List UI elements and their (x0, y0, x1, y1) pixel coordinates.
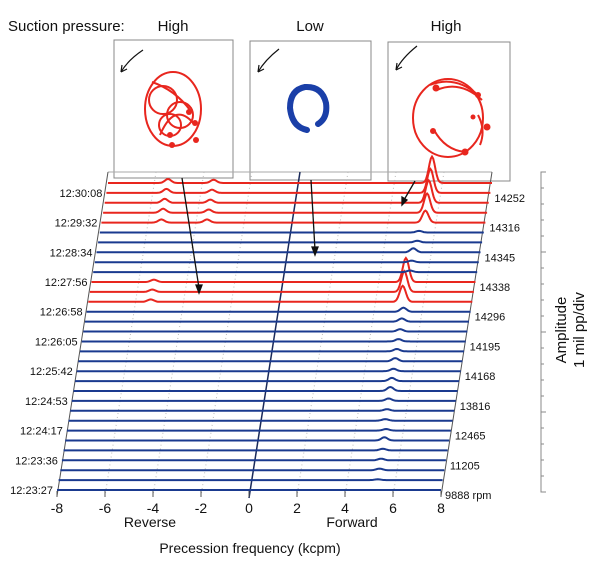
zero-frequency-line (248, 171, 301, 499)
trace-low-suction (96, 247, 481, 254)
trace-high-suction (89, 269, 474, 293)
trace-low-suction (63, 447, 448, 452)
callout-arrows (181, 177, 416, 295)
trace-low-suction (98, 239, 483, 244)
x-tick-label: 0 (245, 500, 253, 516)
x-tick-label: -6 (99, 500, 112, 516)
timestamp-label: 12:26:58 (40, 307, 83, 319)
grid-line (104, 171, 157, 497)
timestamp-label: 12:26:05 (35, 336, 78, 348)
trace-low-suction (99, 229, 484, 234)
trace-high-suction (108, 154, 492, 184)
x-tick-label: -8 (51, 500, 64, 516)
grid-line (296, 171, 349, 497)
suction-pressure-label: Suction pressure: (8, 18, 125, 35)
trace-low-suction (75, 376, 460, 383)
trace-low-suction (71, 397, 456, 402)
x-axis-title: Precession frequency (kcpm) (159, 540, 340, 556)
forward-label: Forward (326, 514, 377, 530)
orbit-inset-1 (113, 39, 234, 179)
trace-low-suction (61, 457, 446, 462)
trace-high-suction (106, 167, 491, 194)
reverse-label: Reverse (124, 514, 176, 530)
rpm-label: 14345 (484, 252, 515, 264)
trace-low-suction (73, 385, 458, 392)
trace-high-suction (103, 191, 488, 214)
condition-label-1: High (158, 18, 189, 35)
timestamp-label: 12:30:08 (60, 188, 103, 200)
trace-high-suction (101, 209, 486, 224)
trace-low-suction (81, 338, 466, 343)
timestamp-label: 12:23:36 (15, 455, 58, 467)
trace-high-suction (91, 256, 476, 283)
rpm-label: 14316 (489, 223, 520, 235)
trace-low-suction (94, 259, 479, 264)
frame-right (440, 171, 493, 497)
rpm-label: 9888 rpm (445, 490, 491, 502)
timestamp-label: 12:24:17 (20, 426, 63, 438)
trace-low-suction (76, 367, 461, 373)
orbit-inset-3 (387, 41, 511, 182)
amplitude-scale (540, 171, 546, 493)
rpm-label: 11205 (450, 460, 480, 472)
rpm-label: 14195 (470, 341, 501, 353)
timestamp-label: 12:27:56 (45, 277, 88, 289)
timestamp-label: 12:29:32 (55, 218, 98, 230)
y-axis-title-1: Amplitude (553, 297, 570, 364)
rpm-label: 14168 (465, 371, 496, 383)
rpm-label: 14338 (480, 282, 511, 294)
rotation-arrow-icon (395, 45, 418, 71)
trace-low-suction (86, 306, 471, 313)
rpm-label: 12465 (455, 431, 486, 443)
timestamp-label: 12:25:42 (30, 366, 73, 378)
trace-low-suction (78, 357, 463, 363)
frame-left (56, 171, 109, 497)
y-axis-title-2: 1 mil pp/div (571, 292, 588, 368)
x-tick-label: 6 (389, 500, 397, 516)
x-tick-label: 4 (341, 500, 349, 516)
timestamp-label: 12:28:34 (50, 247, 93, 259)
trace-low-suction (58, 478, 443, 482)
trace-low-suction (93, 269, 478, 274)
trace-low-suction (85, 317, 469, 323)
x-tick-label: -2 (195, 500, 208, 516)
trace-low-suction (68, 418, 453, 422)
trace-low-suction (70, 408, 455, 412)
grid-line (344, 171, 397, 497)
condition-label-2: Low (296, 18, 324, 35)
rpm-label: 14252 (494, 193, 525, 205)
rpm-label: 14296 (475, 312, 506, 324)
trace-low-suction (83, 328, 468, 333)
orbit-inset-2 (249, 40, 372, 181)
plot-area: -8 -6 -4 -2 0 2 4 6 8 12:23:27 9888 rpm 12:23:36 112… (10, 154, 525, 516)
x-tick-label: 2 (293, 500, 301, 516)
condition-label-3: High (431, 18, 462, 35)
trace-high-suction (104, 178, 489, 204)
x-tick-label: 8 (437, 500, 445, 516)
trace-low-suction (66, 427, 451, 432)
trace-high-suction (88, 284, 473, 303)
trace-low-suction (60, 467, 445, 472)
timestamp-label: 12:24:53 (25, 396, 68, 408)
x-tick-label: -4 (147, 500, 160, 516)
rotation-arrow-icon (257, 48, 280, 73)
rotation-arrow-icon (120, 49, 144, 73)
trace-low-suction (65, 436, 450, 442)
rpm-label: 13816 (460, 401, 491, 413)
trace-low-suction (80, 347, 464, 353)
timestamp-label: 12:23:27 (10, 485, 53, 497)
